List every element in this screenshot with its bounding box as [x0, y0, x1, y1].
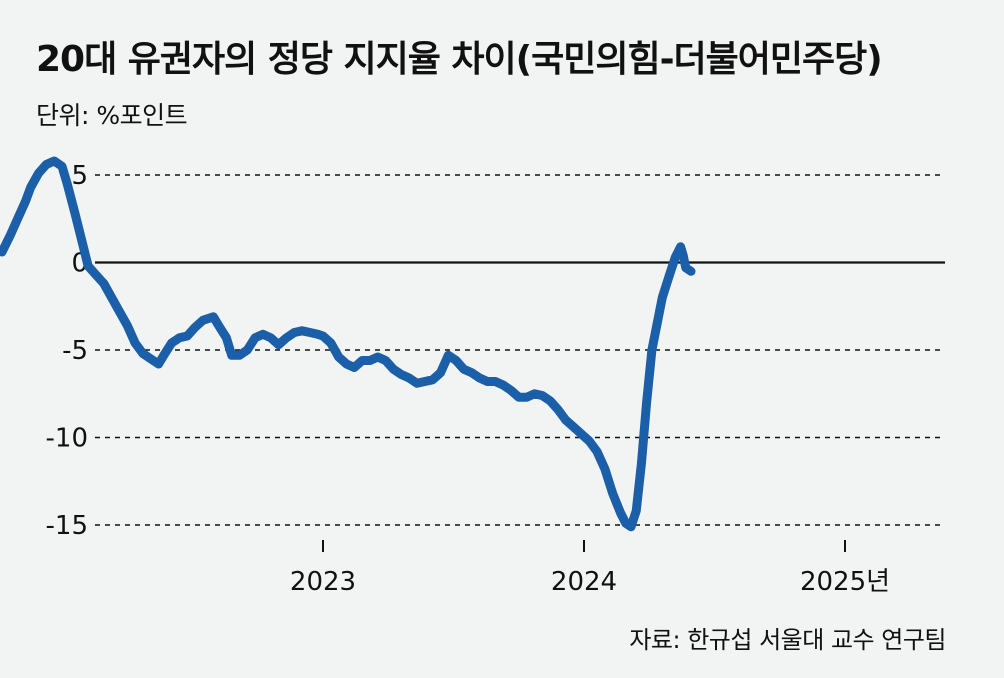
unit-label: 단위: %포인트: [36, 101, 188, 130]
chart-title: 20대 유권자의 정당 지지율 차이(국민의힘-더불어민주당): [36, 39, 883, 80]
y-tick-label: -15: [46, 511, 88, 541]
source-note: 자료: 한규섭 서울대 교수 연구팀: [629, 626, 946, 654]
series-line: [0, 156, 696, 532]
x-tick-label: 2023: [290, 567, 356, 597]
x-tick-label: 2024: [551, 567, 617, 597]
y-tick-label: -5: [62, 336, 88, 366]
grid-layer: [95, 174, 945, 526]
x-tick-label: 2025년: [800, 567, 890, 597]
y-tick-label: 5: [71, 161, 88, 191]
y-tick-label: -10: [46, 424, 88, 454]
series-layer: [0, 156, 696, 532]
